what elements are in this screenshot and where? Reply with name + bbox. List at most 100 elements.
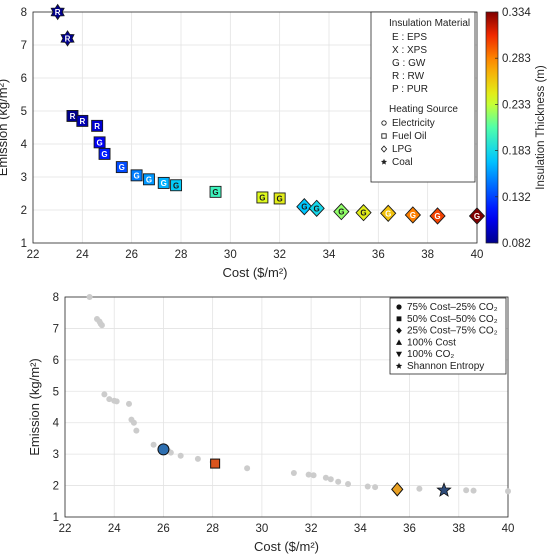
y-tick-label: 2 [21, 205, 27, 217]
pareto-point [130, 419, 137, 426]
y-axis-label: Emission (kg/m²) [0, 79, 10, 177]
pareto-point [305, 471, 312, 478]
highlight-diamond [391, 482, 404, 497]
x-tick-label: 26 [157, 523, 170, 535]
colorbar-label: Insulation Thickness (m) [535, 65, 547, 190]
pareto-point [505, 488, 511, 495]
pareto-point [327, 476, 334, 483]
pareto-point [177, 452, 184, 459]
data-point-diamond: G [380, 204, 397, 222]
legend-title-heating: Heating Source [389, 104, 458, 115]
marker-letter: R [70, 112, 76, 121]
data-point-diamond: G [333, 202, 350, 221]
marker-letter: R [55, 8, 61, 17]
pareto-point [463, 487, 470, 494]
data-point-square: G [98, 147, 111, 160]
pareto-point [470, 487, 477, 494]
colorbar-tick-label: 0.334 [502, 7, 531, 19]
y-tick-label: 6 [53, 355, 59, 367]
legend-material-entry: X : XPS [392, 45, 427, 56]
marker-square [142, 173, 155, 186]
marker-star [60, 30, 75, 47]
y-tick-label: 1 [21, 238, 27, 250]
data-point-square: R [91, 119, 104, 132]
marker-diamond [429, 207, 446, 225]
legend-title-material: Insulation Material [389, 18, 470, 29]
marker-diamond [468, 207, 486, 225]
x-tick-label: 38 [452, 523, 465, 535]
x-tick-label: 40 [471, 249, 484, 261]
y-axis-label: Emission (kg/m²) [27, 358, 42, 456]
y-tick-label: 3 [53, 449, 59, 461]
pareto-point [101, 391, 108, 398]
legend-entry: 75% Cost–25% CO₂ [407, 302, 498, 313]
data-point-square: G [142, 173, 155, 186]
y-tick-label: 7 [53, 323, 59, 335]
data-point-star: R [60, 30, 75, 47]
data-point-diamond: G [355, 203, 372, 222]
legend-square-icon [381, 133, 387, 139]
y-tick-label: 2 [53, 481, 59, 493]
marker-letter: G [277, 194, 283, 203]
marker-letter: G [410, 211, 416, 220]
marker-diamond [355, 203, 372, 222]
colorbar-tick-label: 0.283 [502, 53, 531, 65]
marker-square [170, 179, 183, 192]
x-tick-label: 26 [125, 249, 138, 261]
marker-diamond [380, 204, 397, 222]
legend-diamond-icon [380, 145, 388, 153]
legend-entry: 50% Cost–50% CO₂ [407, 314, 498, 325]
pareto-point [113, 398, 120, 405]
x-tick-label: 40 [502, 523, 515, 535]
data-point-square: R [66, 109, 79, 122]
x-tick-label: 24 [108, 523, 121, 535]
x-tick-label: 32 [273, 249, 286, 261]
x-tick-label: 30 [255, 523, 268, 535]
marker-square [93, 136, 106, 149]
pareto-point [322, 474, 329, 481]
colorbar-tick-label: 0.233 [502, 99, 531, 111]
marker-letter: G [434, 212, 440, 221]
pareto-point [150, 441, 157, 448]
x-tick-label: 30 [224, 249, 237, 261]
legend-heating-entry: Coal [392, 157, 413, 168]
marker-diamond [296, 198, 313, 216]
legend-star-icon [380, 158, 388, 165]
x-tick-label: 24 [76, 249, 89, 261]
data-point-square: G [256, 191, 269, 204]
data-point-star: R [50, 3, 65, 21]
marker-letter: G [301, 203, 307, 212]
legend-circle-icon [396, 304, 402, 310]
pareto-point [372, 484, 379, 491]
pareto-point [310, 472, 317, 479]
data-point-square: G [115, 161, 128, 174]
marker-letter: G [474, 212, 480, 221]
x-tick-label: 22 [27, 249, 40, 261]
data-point-diamond: G [404, 206, 421, 224]
data-point-square: R [76, 114, 89, 127]
pareto-point [194, 455, 201, 462]
x-tick-label: 36 [403, 523, 416, 535]
legend-heating-entry: Electricity [392, 118, 435, 129]
colorbar-tick-label: 0.132 [502, 192, 531, 204]
marker-letter: G [96, 138, 102, 147]
x-axis-label: Cost ($/m²) [254, 539, 319, 554]
y-tick-label: 8 [21, 7, 27, 19]
marker-letter: R [79, 117, 85, 126]
legend-heating-entry: LPG [392, 144, 412, 155]
legend-material-entry: P : PUR [392, 84, 428, 95]
x-tick-label: 28 [175, 249, 188, 261]
marker-letter: G [173, 181, 179, 190]
pareto-point [290, 470, 297, 476]
marker-square [115, 161, 128, 174]
pareto-point [416, 485, 423, 492]
data-point-square: G [93, 136, 106, 149]
marker-square [209, 185, 222, 198]
marker-letter: G [360, 209, 366, 218]
marker-square [91, 119, 104, 132]
marker-letter: R [94, 122, 100, 131]
x-tick-label: 34 [354, 523, 367, 535]
marker-square [256, 191, 269, 204]
data-point-diamond: G [308, 199, 325, 218]
legend-box-1 [370, 11, 476, 183]
